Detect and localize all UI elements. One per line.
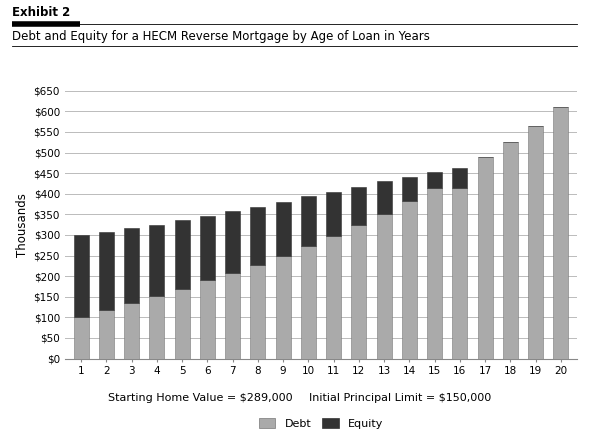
Bar bbox=[301, 196, 316, 246]
Bar bbox=[452, 187, 468, 359]
Bar bbox=[124, 303, 139, 359]
Bar bbox=[427, 187, 442, 359]
Bar bbox=[225, 211, 240, 273]
Bar bbox=[200, 280, 215, 359]
Bar bbox=[150, 225, 164, 296]
Bar bbox=[174, 289, 190, 359]
Bar bbox=[99, 310, 114, 359]
Bar bbox=[553, 107, 568, 359]
Bar bbox=[376, 213, 392, 359]
Y-axis label: Thousands: Thousands bbox=[16, 193, 29, 257]
Text: Exhibit 2: Exhibit 2 bbox=[12, 6, 70, 19]
Bar bbox=[276, 202, 291, 256]
Text: Starting Home Value = $289,000: Starting Home Value = $289,000 bbox=[108, 393, 293, 403]
Bar bbox=[402, 201, 417, 359]
Text: Debt and Equity for a HECM Reverse Mortgage by Age of Loan in Years: Debt and Equity for a HECM Reverse Mortg… bbox=[12, 30, 429, 43]
Bar bbox=[351, 187, 366, 226]
Bar bbox=[276, 256, 291, 359]
Bar bbox=[200, 216, 215, 280]
Bar bbox=[124, 229, 139, 303]
Bar bbox=[99, 232, 114, 310]
Bar bbox=[478, 158, 492, 359]
Bar bbox=[301, 246, 316, 359]
Bar bbox=[326, 192, 341, 236]
Bar bbox=[528, 126, 543, 359]
Bar bbox=[402, 177, 417, 201]
Bar bbox=[225, 273, 240, 359]
Bar bbox=[503, 142, 518, 359]
Bar bbox=[427, 172, 442, 187]
Bar bbox=[150, 296, 164, 359]
Legend: Debt, Equity: Debt, Equity bbox=[254, 414, 388, 432]
Bar bbox=[452, 168, 468, 187]
Bar bbox=[74, 318, 89, 359]
Bar bbox=[376, 181, 392, 213]
Bar bbox=[74, 235, 89, 318]
Text: Initial Principal Limit = $150,000: Initial Principal Limit = $150,000 bbox=[309, 393, 492, 403]
Bar bbox=[174, 220, 190, 289]
Bar bbox=[250, 207, 266, 265]
Bar bbox=[326, 236, 341, 359]
Bar bbox=[351, 226, 366, 359]
Bar bbox=[250, 265, 266, 359]
